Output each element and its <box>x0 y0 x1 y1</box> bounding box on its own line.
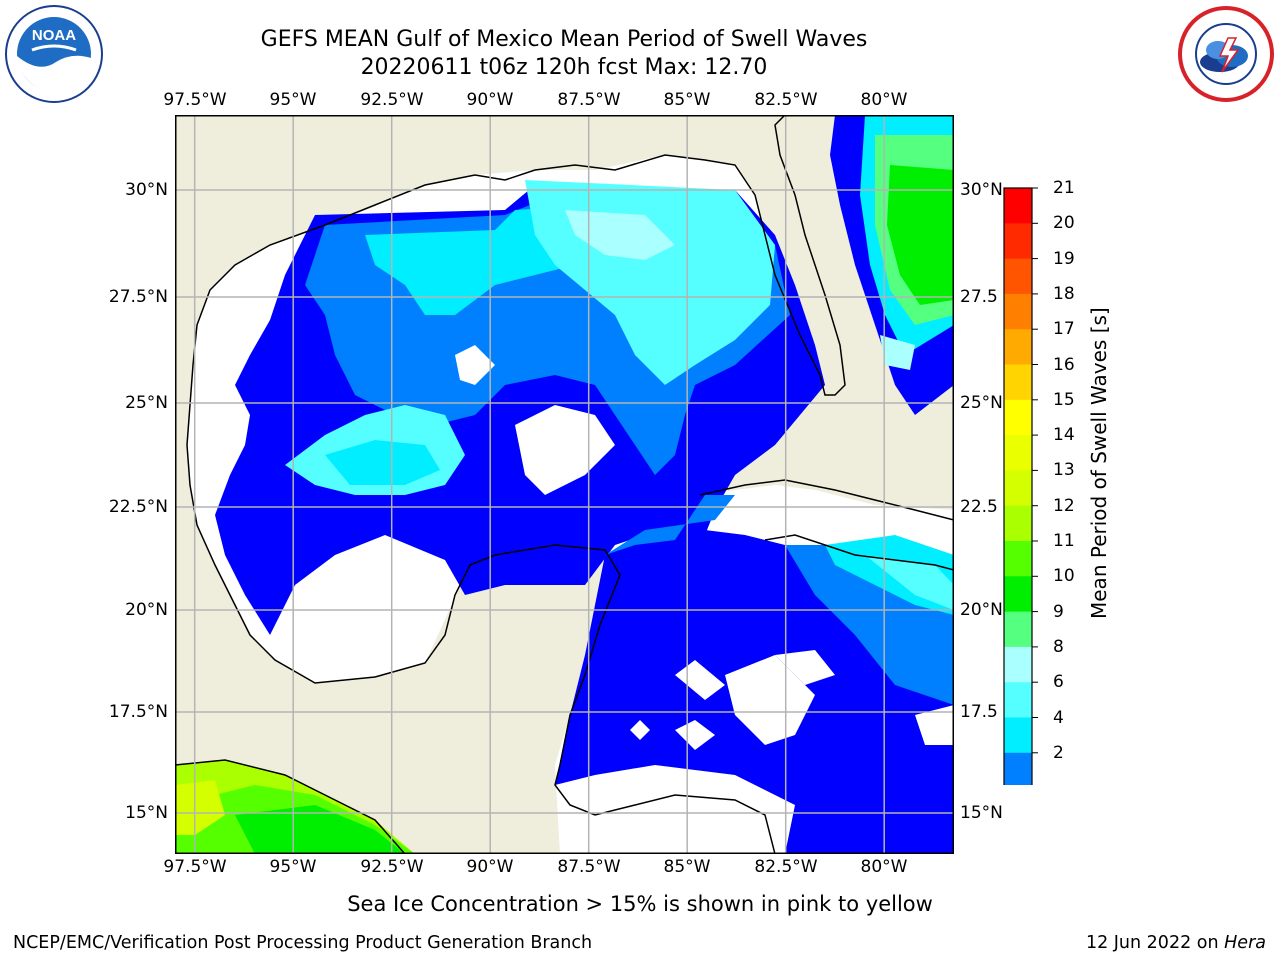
lon-tick-bottom: 95°W <box>269 857 317 877</box>
colorbar-segment <box>1004 223 1032 260</box>
colorbar-tick-label: 11 <box>1053 531 1075 551</box>
chart-subtitle: 20220611 t06z 120h fcst Max: 12.70 <box>360 55 768 80</box>
colorbar-segment <box>1004 505 1032 542</box>
colorbar-tick-label: 13 <box>1053 460 1075 481</box>
colorbar-tick-label: 20 <box>1053 213 1075 234</box>
lon-tick-bottom: 90°W <box>466 857 514 877</box>
colorbar-tick-label: 15 <box>1053 389 1075 410</box>
colorbar-segment <box>1004 470 1032 507</box>
lon-tick-bottom: 80°W <box>860 857 908 877</box>
colorbar-tick-label: 17 <box>1053 319 1075 340</box>
colorbar-segment <box>1004 435 1032 471</box>
map-frame <box>175 115 954 854</box>
colorbar-segment <box>1004 188 1032 224</box>
lat-tick-right: 27.5 <box>960 287 998 307</box>
lat-tick-left: 27.5°N <box>108 287 168 307</box>
colorbar-tick-label: 4 <box>1053 707 1064 728</box>
lat-tick-left: 25°N <box>125 393 168 413</box>
lat-tick-right: 22.5 <box>960 497 998 517</box>
colorbar-label-wrap: Mean Period of Swell Waves [s] <box>949 307 1249 619</box>
footer-credit: NCEP/EMC/Verification Post Processing Pr… <box>13 933 593 953</box>
noaa-logo-text: NOAA <box>32 27 76 44</box>
lon-tick-top: 80°W <box>860 90 908 110</box>
colorbar-segment <box>1004 364 1032 401</box>
colorbar-segment <box>1004 329 1032 365</box>
lon-tick-bottom: 82.5°W <box>754 857 818 877</box>
lon-tick-top: 92.5°W <box>360 90 424 110</box>
colorbar-segment <box>1004 576 1032 613</box>
noaa-logo: NOAA <box>4 4 104 104</box>
map-canvas <box>175 115 954 854</box>
lon-tick-top: 90°W <box>466 90 514 110</box>
colorbar-segment <box>1004 611 1032 648</box>
footer-date-text: 12 Jun 2022 on <box>1085 933 1225 953</box>
colorbar-tick-label: 19 <box>1053 248 1075 269</box>
colorbar-tick-label: 12 <box>1053 495 1075 516</box>
lat-tick-left: 17.5°N <box>108 702 168 722</box>
map-gridlines <box>175 115 954 854</box>
colorbar-segment <box>1004 646 1032 683</box>
lon-tick-bottom: 97.5°W <box>163 857 227 877</box>
colorbar-tick-label: 9 <box>1053 601 1064 622</box>
colorbar-segment <box>1004 752 1032 789</box>
footer-date: 12 Jun 2022 on Hera <box>1086 932 1266 954</box>
lon-tick-bottom: 85°W <box>663 857 711 877</box>
coastlines <box>175 115 954 854</box>
lat-tick-right: 20°N <box>960 600 1003 620</box>
lat-tick-right: 25°N <box>960 393 1003 413</box>
map-panel <box>175 115 954 854</box>
colorbar-segment <box>1004 399 1032 436</box>
lon-tick-top: 87.5°W <box>557 90 621 110</box>
lat-tick-right: 15°N <box>960 803 1003 823</box>
chart-title: GEFS MEAN Gulf of Mexico Mean Period of … <box>260 27 868 52</box>
colorbar-segment <box>1004 293 1032 330</box>
lon-tick-top: 85°W <box>663 90 711 110</box>
lon-tick-bottom: 92.5°W <box>360 857 424 877</box>
nws-logo <box>1176 4 1276 104</box>
colorbar-tick-label: 21 <box>1053 178 1075 198</box>
colorbar-segment <box>1004 258 1032 295</box>
footer-host: Hera <box>1224 933 1266 953</box>
lat-tick-right: 30°N <box>960 180 1003 200</box>
colorbar-tick-label: 14 <box>1053 425 1075 446</box>
colorbar-label: Mean Period of Swell Waves [s] <box>1087 307 1111 619</box>
lon-tick-top: 82.5°W <box>754 90 818 110</box>
colorbar-segment <box>1004 682 1032 718</box>
lon-tick-top: 97.5°W <box>163 90 227 110</box>
lat-tick-left: 30°N <box>125 180 168 200</box>
lon-tick-bottom: 87.5°W <box>557 857 621 877</box>
colorbar-segment <box>1004 717 1032 754</box>
colorbar-tick-label: 10 <box>1053 566 1075 587</box>
lat-tick-left: 20°N <box>125 600 168 620</box>
colorbar <box>1000 185 1050 818</box>
sea-ice-caption: Sea Ice Concentration > 15% is shown in … <box>347 892 933 916</box>
lat-tick-left: 15°N <box>125 803 168 823</box>
colorbar-tick-label: 2 <box>1053 742 1064 763</box>
colorbar-tick-label: 8 <box>1053 636 1064 657</box>
lon-tick-top: 95°W <box>269 90 317 110</box>
colorbar-segment <box>1004 541 1032 577</box>
colorbar-tick-label: 6 <box>1053 672 1064 693</box>
lat-tick-right: 17.5 <box>960 702 998 722</box>
lat-tick-left: 22.5°N <box>108 497 168 517</box>
colorbar-tick-label: 16 <box>1053 354 1075 375</box>
colorbar-tick-label: 18 <box>1053 283 1075 304</box>
